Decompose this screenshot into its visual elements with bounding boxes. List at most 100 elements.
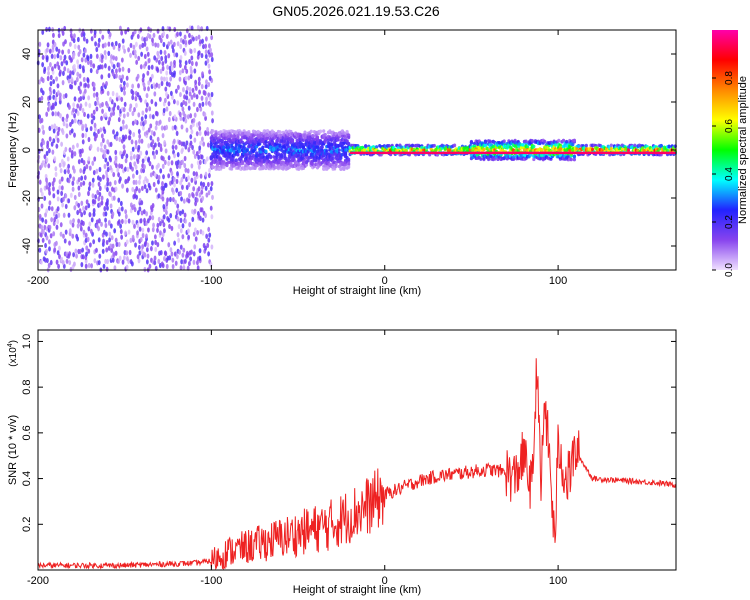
spectrogram-cell [77, 159, 81, 165]
spectrogram-cell [110, 235, 114, 241]
spectrogram-cell [222, 145, 226, 150]
spectrogram-cell [140, 51, 144, 57]
spectrogram-cell [65, 133, 69, 139]
spectrogram-cell [202, 141, 206, 147]
spectrogram-cell [73, 132, 76, 138]
spectrogram-cell [124, 158, 128, 164]
snr-y-tick-label: 0.8 [21, 379, 33, 394]
spectrogram-cell [561, 138, 566, 143]
spectrogram-cell [190, 129, 194, 135]
spectrogram-cell [184, 118, 188, 124]
spectrogram-cell [48, 125, 52, 131]
spectrogram-cell [73, 205, 77, 211]
spectrogram-y-tick-label: -20 [21, 190, 33, 206]
spectrogram-cell [193, 47, 197, 54]
spectrogram-cell [82, 229, 86, 235]
spectrogram-cell [283, 151, 287, 156]
spectrogram-cell [102, 263, 106, 269]
spectrogram-cell [77, 177, 81, 183]
spectrogram-cell [145, 36, 149, 42]
spectrogram-cell [102, 229, 106, 235]
spectrogram-cell [204, 100, 208, 106]
spectrogram-cell [72, 37, 76, 44]
spectrogram-cell [134, 119, 137, 125]
spectrogram-x-tick-label: -200 [27, 275, 49, 287]
spectrogram-cell [189, 113, 193, 119]
spectrogram-cell [122, 107, 126, 113]
spectrogram-cell [134, 139, 138, 146]
spectrogram-cell [163, 159, 167, 166]
spectrogram-cell [68, 104, 71, 110]
spectrogram-cell [65, 123, 69, 129]
spectrogram-cell [100, 141, 103, 147]
spectrogram-cell [331, 156, 335, 161]
spectrogram-cell [153, 142, 157, 148]
spectrogram-cell [180, 141, 184, 147]
spectrogram-cell [67, 48, 71, 54]
spectrogram-cell [128, 161, 132, 167]
spectrogram-cell [91, 193, 95, 199]
spectrogram-cell [182, 173, 186, 179]
spectrogram-cell [52, 138, 56, 144]
spectrogram-cell [99, 127, 103, 133]
spectrogram-cell [66, 67, 70, 74]
spectrogram-cell [56, 130, 60, 137]
spectrogram-cell [85, 199, 89, 205]
spectrogram-cell [374, 145, 379, 149]
spectrogram-cell [45, 150, 49, 157]
spectrogram-cell [150, 206, 154, 213]
spectrogram-y-ticks: -40 -20 0 20 40 [21, 48, 676, 254]
spectrogram-cell [205, 233, 209, 239]
spectrogram-cell [105, 231, 108, 237]
spectrogram-cell [97, 196, 101, 202]
spectrogram-cell [103, 144, 107, 150]
spectrogram-cell [63, 238, 67, 244]
spectrogram-cell [131, 146, 135, 152]
spectrogram-cell [183, 155, 187, 162]
spectrogram-cell [194, 79, 198, 85]
spectrogram-cell [41, 54, 45, 60]
spectrogram-cell [167, 155, 171, 161]
spectrogram-cell [198, 130, 202, 136]
spectrogram-cell [63, 66, 67, 72]
spectrogram-cell [53, 41, 57, 48]
spectrogram-cell [261, 152, 265, 157]
spectrogram-cell [58, 92, 62, 98]
spectrogram-cell [99, 176, 102, 182]
spectrogram-cell [164, 251, 168, 257]
spectrogram-cell [432, 143, 436, 148]
spectrogram-cell [209, 47, 212, 53]
spectrogram-cell [68, 41, 72, 47]
spectrogram-cell [659, 144, 663, 148]
spectrogram-cell [106, 149, 110, 155]
spectrogram-cell [127, 47, 130, 53]
spectrogram-cell [175, 187, 179, 193]
snr-x-tick-label: 0 [382, 575, 388, 587]
spectrogram-cell [60, 176, 64, 182]
spectrogram-cell [153, 255, 157, 261]
spectrogram-cell [303, 130, 307, 135]
spectrogram-cell [264, 140, 268, 144]
spectrogram-cell [189, 38, 193, 45]
spectrogram-cell [40, 203, 44, 209]
spectrogram-cell [67, 78, 71, 84]
spectrogram-cell [70, 84, 74, 90]
spectrogram-cell [203, 111, 207, 118]
spectrogram-cell [148, 263, 152, 269]
spectrogram-cell [134, 164, 138, 170]
spectrogram-cell [54, 101, 58, 107]
spectrogram-cell [137, 128, 141, 135]
spectrogram-cell [118, 255, 122, 261]
spectrogram-cell [59, 113, 62, 119]
spectrogram-cell [111, 90, 115, 97]
spectrogram-cell [62, 233, 65, 239]
spectrogram-cell [42, 139, 46, 146]
spectrogram-cell [118, 206, 121, 212]
spectrogram-cell [54, 171, 58, 177]
spectrogram-cell [52, 128, 56, 134]
spectrogram-cell [58, 245, 61, 251]
spectrogram-cell [609, 146, 613, 151]
spectrogram-cell [116, 105, 120, 111]
spectrogram-cell [198, 248, 202, 254]
spectrogram-cell [169, 213, 173, 219]
